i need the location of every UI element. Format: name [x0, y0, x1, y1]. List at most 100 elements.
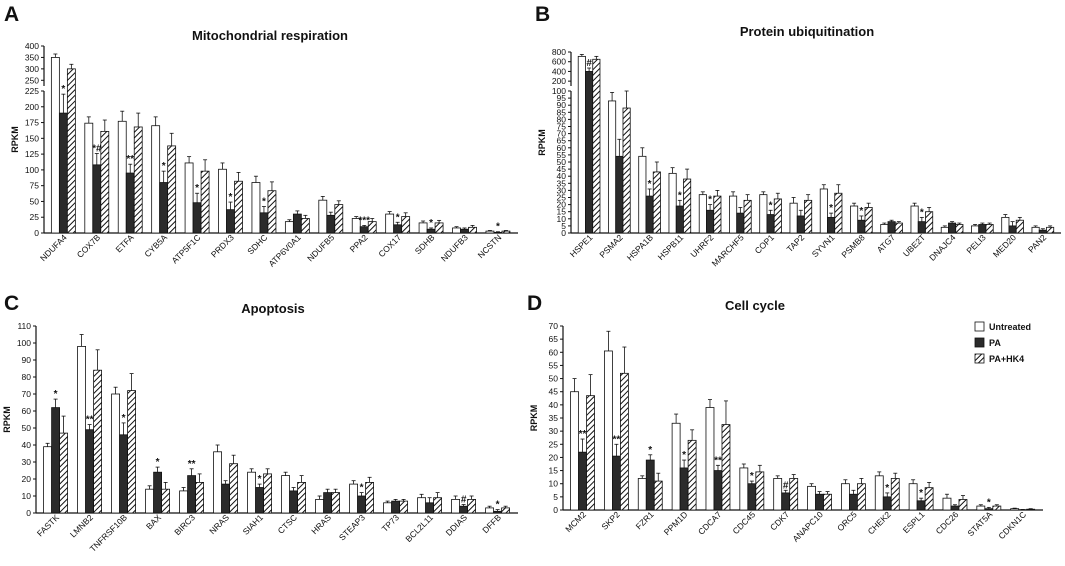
- bar-pa-hk4: [586, 395, 595, 511]
- y-tick-label: 20: [22, 474, 32, 484]
- y-tick-label: 35: [557, 178, 567, 188]
- y-tick-label: 50: [30, 196, 40, 206]
- bar-group-ncstn: NCSTN: [476, 230, 511, 260]
- significance-mark: *: [682, 450, 686, 461]
- y-tick-label: 400: [552, 66, 566, 76]
- bar-untreated: [179, 490, 189, 514]
- bar-untreated: [759, 194, 768, 234]
- category-label: CTSC: [276, 512, 299, 535]
- bar-group-birc3: BIRC3: [172, 468, 205, 537]
- category-label: ETFA: [114, 232, 136, 254]
- bar-group-atg7: ATG7: [875, 219, 903, 255]
- bar-pa-hk4: [267, 190, 277, 234]
- category-label: UHRF2: [688, 232, 715, 259]
- bar-pa: [92, 164, 102, 234]
- bar-untreated: [1010, 508, 1020, 511]
- category-label: MCM2: [563, 509, 588, 534]
- category-label: DDIAS: [444, 512, 470, 538]
- y-tick-label: 55: [549, 360, 559, 370]
- bar-group-ndufb5: NDUFB5: [305, 195, 344, 263]
- y-tick-label: 70: [22, 389, 32, 399]
- bar-group-orc5: ORC5: [835, 478, 866, 533]
- category-label: DFFB: [480, 512, 503, 535]
- panel-label: D: [527, 292, 542, 315]
- category-label: PAN2: [1026, 232, 1049, 255]
- significance-mark: *: [229, 192, 233, 203]
- y-tick-label: 100: [552, 86, 566, 96]
- bar-pa: [857, 219, 866, 234]
- bar-pa: [827, 216, 836, 234]
- bar-pa-hk4: [100, 130, 110, 234]
- bar-untreated: [1031, 226, 1040, 234]
- y-tick-label: 10: [557, 214, 567, 224]
- category-label: MARCHF5: [710, 232, 746, 268]
- bar-untreated: [880, 224, 889, 234]
- category-label: COP1: [753, 232, 777, 256]
- bar-pa-hk4: [467, 498, 477, 514]
- bar-untreated: [247, 471, 257, 514]
- category-label: NDUFA4: [38, 232, 69, 263]
- bar-pa: [425, 502, 435, 514]
- y-tick-label: 75: [30, 181, 40, 191]
- panel-label: C: [4, 292, 19, 315]
- bar-pa: [459, 505, 469, 514]
- y-tick-label: 15: [549, 466, 559, 476]
- significance-mark: *: [678, 190, 682, 201]
- bar-pa-hk4: [334, 204, 344, 234]
- bar-pa-hk4: [468, 226, 477, 234]
- bar-pa-hk4: [1026, 508, 1036, 511]
- bar-untreated: [668, 172, 677, 234]
- y-tick-label: 100: [25, 165, 39, 175]
- bar-pa: [357, 495, 367, 514]
- significance-mark: *: [885, 483, 889, 494]
- bar-pa-hk4: [755, 471, 765, 511]
- y-tick-label: 125: [25, 149, 39, 159]
- bar-pa: [645, 459, 655, 511]
- category-label: STEAP3: [337, 512, 367, 542]
- category-label: NDUFB3: [439, 232, 470, 263]
- category-label: PELI3: [964, 232, 988, 256]
- y-tick-label: 350: [25, 52, 39, 62]
- y-tick-label: 300: [25, 64, 39, 74]
- category-label: TP73: [380, 512, 402, 534]
- bar-pa-hk4: [864, 207, 873, 234]
- bar-group-ctsc: CTSC: [276, 471, 307, 536]
- bar-untreated: [50, 57, 60, 234]
- bar-untreated: [485, 507, 495, 514]
- significance-mark: *: [859, 206, 863, 217]
- y-tick-label: 65: [549, 334, 559, 344]
- bar-untreated: [908, 483, 918, 511]
- bar-pa: [645, 195, 654, 234]
- bar-pa-hk4: [925, 211, 934, 234]
- category-label: BCL2L11: [403, 512, 435, 544]
- bar-untreated: [739, 467, 749, 511]
- bar-pa-hk4: [653, 480, 663, 511]
- bar-untreated: [151, 125, 161, 234]
- bar-pa-hk4: [683, 178, 692, 234]
- category-label: SDHC: [245, 232, 269, 256]
- category-label: PPA2: [348, 232, 370, 254]
- bar-pa: [713, 470, 723, 511]
- bar-pa-hk4: [955, 224, 964, 234]
- category-label: CDC45: [730, 509, 757, 536]
- category-label: MED20: [991, 232, 1018, 259]
- category-label: PRDX3: [209, 232, 236, 259]
- bar-untreated: [452, 227, 461, 234]
- bar-pa-hk4: [59, 432, 68, 514]
- significance-mark: *: [122, 413, 126, 424]
- bar-pa-hk4: [501, 507, 511, 514]
- bar-pa-hk4: [924, 487, 934, 511]
- category-label: NCSTN: [476, 232, 504, 260]
- bar-pa: [192, 202, 202, 234]
- category-label: NDUFB5: [305, 232, 336, 263]
- significance-mark: *: [987, 497, 991, 508]
- bar-group-cox7b: COX7B: [75, 116, 110, 260]
- bar-pa: [917, 221, 926, 234]
- y-axis-label: RPKM: [10, 126, 20, 153]
- legend-label: PA+HK4: [989, 354, 1024, 364]
- bar-pa-hk4: [300, 218, 310, 234]
- bar-group-tp73: TP73: [380, 498, 409, 534]
- bar-pa-hk4: [804, 199, 813, 234]
